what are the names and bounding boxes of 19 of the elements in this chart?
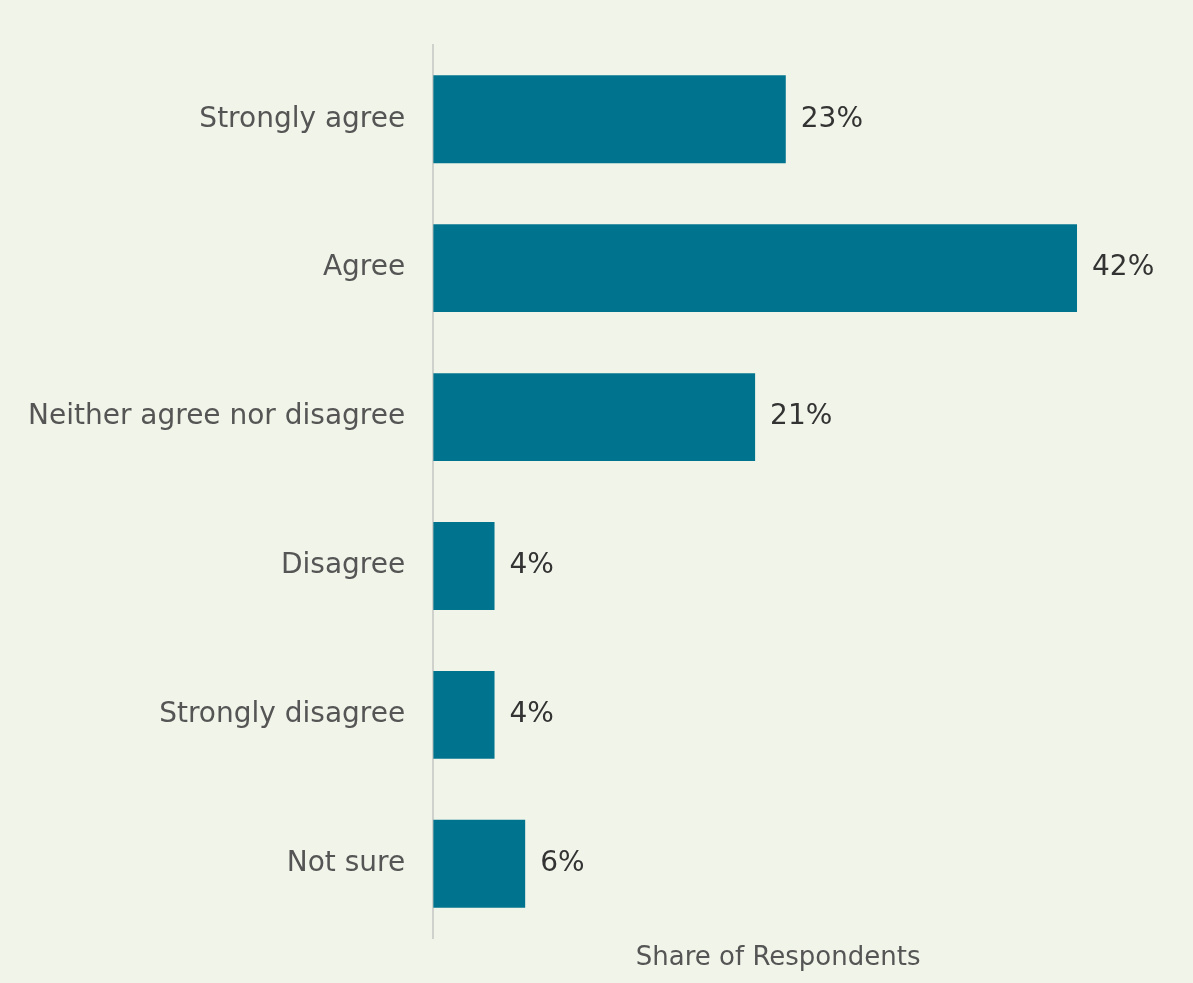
y-tick-label: Not sure [286,845,406,879]
data-label: 42% [1092,249,1155,283]
y-tick-label: Agree [322,249,406,283]
y-tick-label: Disagree [280,547,406,581]
data-label: 4% [509,547,554,581]
data-label: 6% [540,845,585,879]
bar [433,670,495,759]
x-axis-title: Share of Respondents [635,940,921,971]
bar [433,373,756,461]
data-label: 4% [509,696,554,730]
data-label: 23% [800,100,863,134]
y-tick-label: Strongly disagree [159,696,406,730]
bar [433,522,495,610]
y-tick-label: Neither agree nor disagree [27,398,406,432]
bar [433,75,786,164]
bar [433,819,526,908]
y-tick-label: Strongly agree [199,100,406,134]
bar [433,224,1078,313]
data-label: 21% [770,398,833,432]
